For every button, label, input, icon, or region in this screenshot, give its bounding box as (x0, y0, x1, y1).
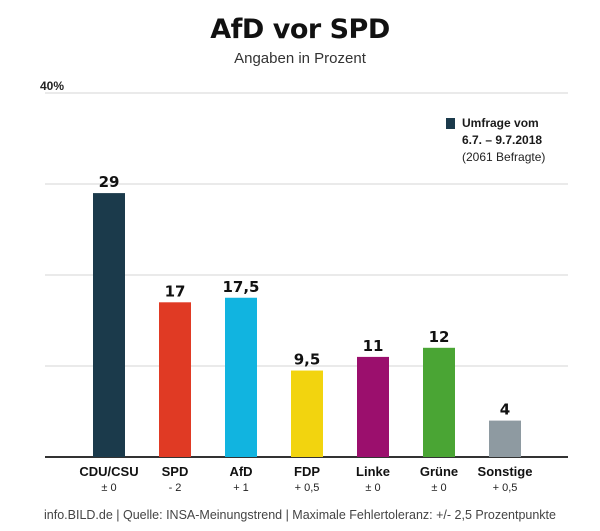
legend-line1: Umfrage vom (462, 116, 539, 130)
data-label: 29 (99, 173, 120, 191)
x-tick-label: Linke (356, 464, 390, 479)
legend-swatch (446, 118, 455, 129)
data-label: 11 (363, 337, 384, 355)
x-tick-label: Grüne (420, 464, 458, 479)
data-label: 4 (500, 401, 510, 419)
change-label: ± 0 (365, 482, 380, 494)
chart-title: AfD vor SPD (210, 14, 390, 45)
change-label: - 2 (169, 482, 182, 494)
legend-line2: 6.7. – 9.7.2018 (462, 133, 543, 147)
data-label: 17 (165, 282, 186, 300)
bar-sonstige (489, 420, 521, 457)
change-label: + 1 (233, 482, 249, 494)
change-label: + 0,5 (493, 482, 518, 494)
change-label: + 0,5 (295, 482, 320, 494)
data-label: 12 (429, 328, 450, 346)
bar-afd (225, 297, 257, 457)
x-tick-label: AfD (229, 464, 252, 479)
bar-fdp (291, 370, 323, 457)
data-label: 17,5 (222, 278, 259, 296)
y-tick-label: 40% (40, 79, 64, 93)
change-label: ± 0 (431, 482, 446, 494)
x-tick-label: Sonstige (478, 464, 533, 479)
data-label: 9,5 (294, 351, 321, 369)
footer-source: info.BILD.de | Quelle: INSA-Meinungstren… (44, 508, 556, 522)
x-tick-label: CDU/CSU (79, 464, 138, 479)
bar-linke (357, 356, 389, 457)
change-label: ± 0 (101, 482, 116, 494)
x-tick-label: SPD (162, 464, 189, 479)
bar-gr-ne (423, 347, 455, 457)
x-tick-label: FDP (294, 464, 320, 479)
chart-subtitle: Angaben in Prozent (234, 50, 366, 67)
legend-line3: (2061 Befragte) (462, 150, 546, 164)
bar-spd (159, 302, 191, 457)
bar-cdu-csu (93, 193, 125, 457)
bar-chart: 40% 29 CDU/CSU ± 0 17 SPD - 2 17,5 AfD + 1 9,5 FDP +… (40, 79, 568, 494)
